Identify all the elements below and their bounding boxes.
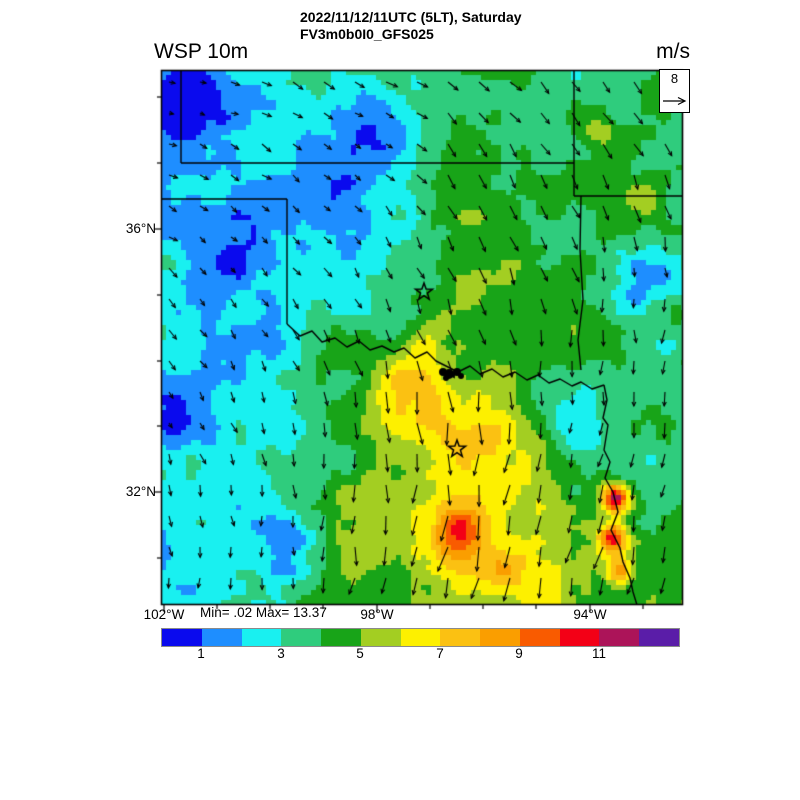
colorbar-segment: [201, 629, 242, 646]
colorbar-segment: [360, 629, 401, 646]
wind-reference-value: 8: [670, 71, 679, 86]
colorbar-segment: [639, 629, 679, 646]
colorbar-label-3: 3: [277, 646, 285, 661]
min-max-stats: Min= .02 Max= 13.37: [200, 605, 327, 620]
lat-tick-label-36n: 36°N: [125, 221, 156, 236]
lon-tick-label-94w: 94°W: [573, 607, 607, 622]
lon-tick-label-102w: 102°W: [143, 607, 185, 622]
colorbar-segment: [559, 629, 600, 646]
colorbar-label-7: 7: [436, 646, 444, 661]
colorbar-segment: [519, 629, 560, 646]
units-label: m/s: [656, 40, 690, 63]
colorbar-segment: [321, 629, 361, 646]
plot-datetime-title: 2022/11/12/11UTC (5LT), Saturday: [300, 9, 522, 25]
colorbar: [161, 628, 680, 647]
colorbar-label-1: 1: [197, 646, 205, 661]
colorbar-segment: [440, 629, 481, 646]
colorbar-label-11: 11: [591, 646, 606, 661]
wind-reference-arrow-icon: [663, 96, 687, 106]
colorbar-segment: [241, 629, 282, 646]
colorbar-segment: [480, 629, 520, 646]
wind-reference-box: 8: [659, 69, 690, 113]
lat-tick-label-32n: 32°N: [125, 484, 156, 499]
model-name-title: FV3m0b0I0_GFS025: [300, 26, 434, 42]
colorbar-segment: [599, 629, 640, 646]
variable-label: WSP 10m: [154, 40, 249, 63]
colorbar-segment: [281, 629, 322, 646]
colorbar-label-9: 9: [515, 646, 523, 661]
colorbar-label-5: 5: [356, 646, 364, 661]
colorbar-segment: [400, 629, 441, 646]
lon-tick-label-98w: 98°W: [360, 607, 394, 622]
colorbar-segment: [162, 629, 202, 646]
